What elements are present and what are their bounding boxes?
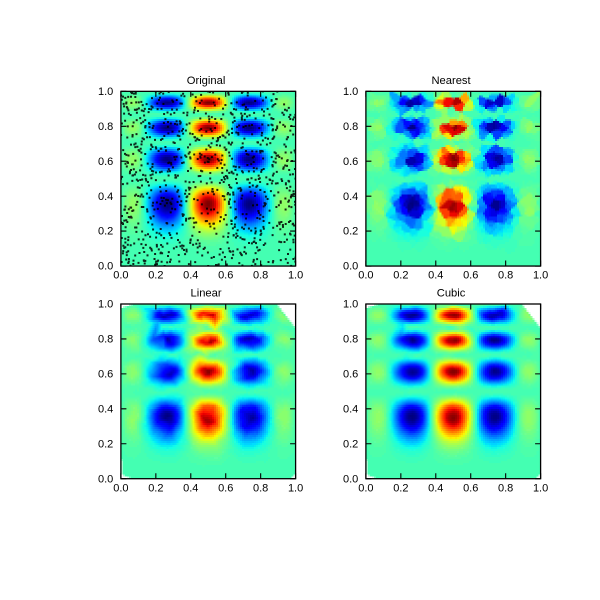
svg-text:0.0: 0.0 xyxy=(98,473,113,485)
svg-text:1.0: 1.0 xyxy=(343,299,358,311)
svg-text:0.6: 0.6 xyxy=(98,368,113,380)
svg-text:0.4: 0.4 xyxy=(428,270,443,282)
svg-text:1.0: 1.0 xyxy=(98,86,113,98)
svg-text:0.2: 0.2 xyxy=(343,438,358,450)
svg-text:0.8: 0.8 xyxy=(498,482,513,494)
svg-text:0.4: 0.4 xyxy=(428,482,443,494)
svg-text:0.0: 0.0 xyxy=(113,270,128,282)
svg-text:0.0: 0.0 xyxy=(98,261,113,273)
svg-text:0.4: 0.4 xyxy=(98,403,113,415)
svg-text:0.0: 0.0 xyxy=(343,473,358,485)
svg-text:0.0: 0.0 xyxy=(113,482,128,494)
svg-text:0.2: 0.2 xyxy=(98,226,113,238)
svg-text:1.0: 1.0 xyxy=(343,86,358,98)
svg-text:1.0: 1.0 xyxy=(288,270,303,282)
svg-text:0.0: 0.0 xyxy=(358,482,373,494)
svg-text:1.0: 1.0 xyxy=(288,482,303,494)
svg-text:0.2: 0.2 xyxy=(148,482,163,494)
svg-text:0.8: 0.8 xyxy=(253,270,268,282)
svg-text:0.2: 0.2 xyxy=(148,270,163,282)
svg-text:0.8: 0.8 xyxy=(253,482,268,494)
svg-text:Nearest: Nearest xyxy=(431,75,471,87)
svg-text:0.6: 0.6 xyxy=(98,156,113,168)
svg-text:Cubic: Cubic xyxy=(437,288,466,300)
svg-text:0.6: 0.6 xyxy=(218,270,233,282)
svg-text:0.8: 0.8 xyxy=(98,334,113,346)
svg-text:0.8: 0.8 xyxy=(343,121,358,133)
svg-text:0.4: 0.4 xyxy=(98,191,113,203)
svg-text:0.8: 0.8 xyxy=(343,334,358,346)
svg-text:0.6: 0.6 xyxy=(343,156,358,168)
svg-text:0.4: 0.4 xyxy=(183,482,198,494)
svg-text:0.4: 0.4 xyxy=(183,270,198,282)
svg-text:0.8: 0.8 xyxy=(498,270,513,282)
svg-text:0.2: 0.2 xyxy=(98,438,113,450)
svg-text:0.0: 0.0 xyxy=(358,270,373,282)
svg-text:0.2: 0.2 xyxy=(343,226,358,238)
svg-text:1.0: 1.0 xyxy=(533,482,548,494)
svg-text:0.4: 0.4 xyxy=(343,191,358,203)
svg-text:1.0: 1.0 xyxy=(98,299,113,311)
svg-text:0.6: 0.6 xyxy=(343,368,358,380)
svg-text:1.0: 1.0 xyxy=(533,270,548,282)
svg-text:0.8: 0.8 xyxy=(98,121,113,133)
svg-text:0.6: 0.6 xyxy=(463,482,478,494)
svg-text:0.4: 0.4 xyxy=(343,403,358,415)
svg-text:0.6: 0.6 xyxy=(218,482,233,494)
svg-text:Original: Original xyxy=(187,75,226,87)
svg-text:0.6: 0.6 xyxy=(463,270,478,282)
svg-text:0.2: 0.2 xyxy=(393,482,408,494)
svg-text:0.0: 0.0 xyxy=(343,261,358,273)
svg-text:Linear: Linear xyxy=(190,288,221,300)
svg-text:0.2: 0.2 xyxy=(393,270,408,282)
